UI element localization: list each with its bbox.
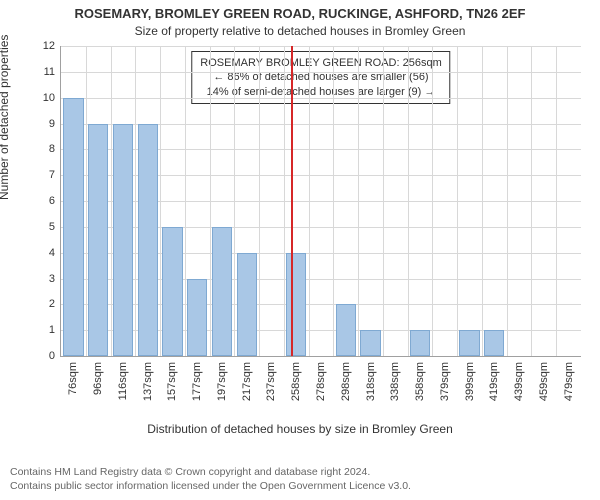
gridline-v: [408, 46, 409, 356]
y-tick-label: 2: [31, 298, 61, 310]
y-tick-label: 7: [31, 169, 61, 181]
gridline-v: [234, 46, 235, 356]
x-tick-label: 459sqm: [538, 362, 550, 401]
annotation-line1: ROSEMARY BROMLEY GREEN ROAD: 256sqm: [200, 56, 441, 70]
histogram-bar: [162, 227, 182, 356]
x-tick-label: 439sqm: [513, 362, 525, 401]
gridline-v: [185, 46, 186, 356]
gridline-v: [135, 46, 136, 356]
histogram-bar: [113, 124, 133, 357]
gridline-h: [61, 98, 581, 99]
y-tick-label: 0: [31, 350, 61, 362]
x-tick-label: 217sqm: [241, 362, 253, 401]
x-tick-label: 338sqm: [389, 362, 401, 401]
gridline-h: [61, 72, 581, 73]
gridline-v: [160, 46, 161, 356]
gridline-v: [111, 46, 112, 356]
gridline-v: [507, 46, 508, 356]
histogram-bar: [63, 98, 83, 356]
y-tick-label: 1: [31, 324, 61, 336]
x-tick-label: 278sqm: [315, 362, 327, 401]
histogram-bar: [459, 330, 479, 356]
gridline-v: [284, 46, 285, 356]
reference-line: [291, 46, 293, 356]
x-tick-label: 379sqm: [439, 362, 451, 401]
x-tick-label: 116sqm: [117, 362, 129, 400]
gridline-v: [86, 46, 87, 356]
plot-area: ROSEMARY BROMLEY GREEN ROAD: 256sqm ← 86…: [60, 46, 581, 357]
gridline-v: [531, 46, 532, 356]
x-axis-label: Distribution of detached houses by size …: [0, 422, 600, 436]
histogram-bar: [88, 124, 108, 357]
chart-subtitle: Size of property relative to detached ho…: [0, 24, 600, 38]
y-tick-label: 5: [31, 221, 61, 233]
x-tick-label: 177sqm: [191, 362, 203, 401]
gridline-v: [309, 46, 310, 356]
y-axis-label: Number of detached properties: [0, 35, 11, 200]
x-tick-label: 137sqm: [142, 362, 154, 401]
x-tick-label: 358sqm: [414, 362, 426, 401]
x-tick-label: 479sqm: [563, 362, 575, 401]
y-tick-label: 6: [31, 195, 61, 207]
footer-line1: Contains HM Land Registry data © Crown c…: [10, 465, 411, 480]
y-tick-label: 12: [31, 40, 61, 52]
chart-container: ROSEMARY, BROMLEY GREEN ROAD, RUCKINGE, …: [0, 0, 600, 500]
gridline-v: [259, 46, 260, 356]
histogram-bar: [410, 330, 430, 356]
y-tick-label: 10: [31, 92, 61, 104]
histogram-bar: [286, 253, 306, 356]
y-tick-label: 11: [31, 66, 61, 78]
chart-title: ROSEMARY, BROMLEY GREEN ROAD, RUCKINGE, …: [0, 6, 600, 21]
histogram-bar: [336, 304, 356, 356]
x-tick-label: 318sqm: [365, 362, 377, 401]
y-tick-label: 4: [31, 247, 61, 259]
y-tick-label: 8: [31, 143, 61, 155]
footer-line2: Contains public sector information licen…: [10, 479, 411, 494]
x-tick-label: 157sqm: [166, 362, 178, 401]
histogram-bar: [212, 227, 232, 356]
x-tick-label: 298sqm: [340, 362, 352, 401]
x-tick-label: 399sqm: [464, 362, 476, 401]
y-tick-label: 3: [31, 273, 61, 285]
reference-annotation: ROSEMARY BROMLEY GREEN ROAD: 256sqm ← 86…: [191, 51, 450, 104]
gridline-v: [482, 46, 483, 356]
x-tick-label: 258sqm: [290, 362, 302, 401]
gridline-v: [210, 46, 211, 356]
gridline-v: [556, 46, 557, 356]
y-tick-label: 9: [31, 118, 61, 130]
histogram-bar: [484, 330, 504, 356]
gridline-h: [61, 46, 581, 47]
gridline-v: [383, 46, 384, 356]
x-tick-label: 96sqm: [92, 362, 104, 395]
histogram-bar: [360, 330, 380, 356]
histogram-bar: [138, 124, 158, 357]
gridline-v: [358, 46, 359, 356]
x-tick-label: 419sqm: [488, 362, 500, 401]
x-tick-label: 76sqm: [67, 362, 79, 395]
gridline-v: [333, 46, 334, 356]
footer-text: Contains HM Land Registry data © Crown c…: [10, 465, 411, 494]
histogram-bar: [237, 253, 257, 356]
x-tick-label: 237sqm: [265, 362, 277, 401]
gridline-v: [432, 46, 433, 356]
gridline-v: [457, 46, 458, 356]
histogram-bar: [187, 279, 207, 357]
x-tick-label: 197sqm: [216, 362, 228, 401]
